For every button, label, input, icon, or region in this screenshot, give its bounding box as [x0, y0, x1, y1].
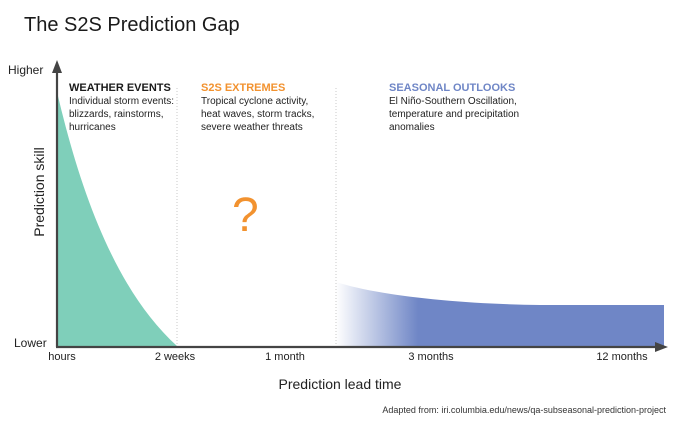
seasonal-skill-area: [336, 282, 664, 346]
x-axis-arrowhead: [655, 342, 668, 352]
zone-seasonal-heading: SEASONAL OUTLOOKS: [389, 82, 516, 94]
source-credit: Adapted from: iri.columbia.edu/news/qa-s…: [382, 405, 666, 415]
y-axis-arrowhead: [52, 60, 62, 73]
x-tick-12-months: 12 months: [596, 351, 648, 363]
y-axis-title: Prediction skill: [31, 147, 47, 237]
prediction-gap-question-mark: ?: [232, 189, 259, 242]
y-axis-low-label: Lower: [14, 336, 47, 350]
zone-seasonal-body: El Niño-Southern Oscillation, temperatur…: [389, 96, 520, 133]
zone-seasonal-outlooks: SEASONAL OUTLOOKS El Niño-Southern Oscil…: [389, 82, 539, 134]
zone-s2s-extremes: S2S EXTREMES Tropical cyclone activity, …: [201, 82, 323, 134]
x-tick-1-month: 1 month: [265, 351, 305, 363]
zone-weather-heading: WEATHER EVENTS: [69, 82, 171, 94]
zone-s2s-heading: S2S EXTREMES: [201, 82, 286, 94]
zone-weather-events: WEATHER EVENTS Individual storm events: …: [69, 82, 179, 134]
diagram-title: The S2S Prediction Gap: [24, 14, 240, 36]
weather-skill-area: [57, 92, 177, 346]
x-axis-title: Prediction lead time: [278, 376, 402, 392]
y-axis-high-label: Higher: [8, 63, 44, 77]
x-tick-hours: hours: [48, 351, 76, 363]
x-tick-3-months: 3 months: [408, 351, 454, 363]
x-tick-2-weeks: 2 weeks: [154, 351, 196, 363]
zone-weather-body: Individual storm events: blizzards, rain…: [69, 96, 175, 133]
zone-s2s-body: Tropical cyclone activity, heat waves, s…: [201, 96, 315, 133]
